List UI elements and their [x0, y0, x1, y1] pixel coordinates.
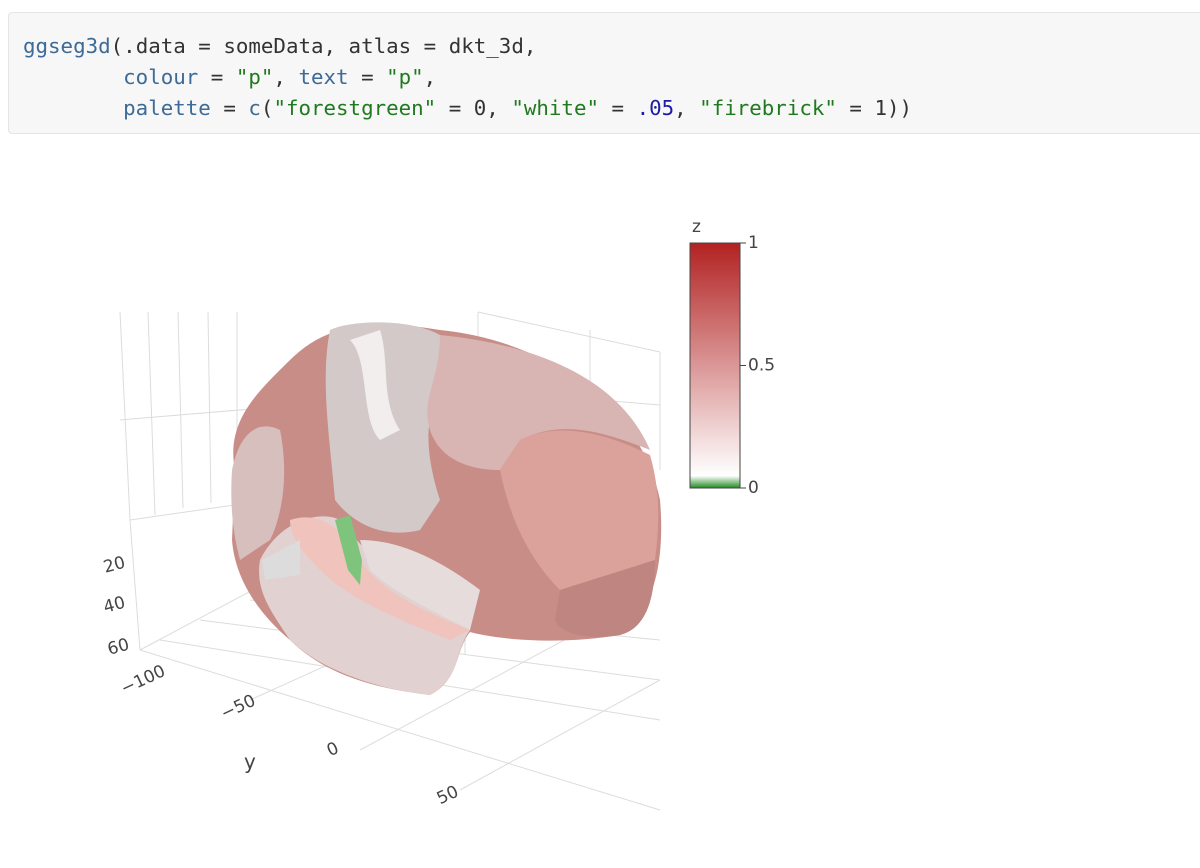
code-token: = 1)) — [836, 96, 913, 120]
code-token: c — [248, 96, 261, 120]
code-token: ggseg3d — [23, 34, 111, 58]
colorbar-tick-label: 0.5 — [748, 356, 775, 376]
code-token: = — [198, 65, 236, 89]
y-tick-label: −50 — [218, 691, 259, 724]
code-block: ggseg3d(.data = someData, atlas = dkt_3d… — [8, 12, 1200, 134]
code-line: palette = c("forestgreen" = 0, "white" =… — [123, 93, 1200, 124]
code-token: = — [348, 65, 387, 89]
z-tick-label: 20 — [101, 553, 127, 578]
brain-surface — [231, 322, 662, 695]
code-token: = — [599, 96, 637, 120]
code-token: ( — [260, 96, 274, 120]
code-line: ggseg3d(.data = someData, atlas = dkt_3d… — [23, 31, 1200, 62]
colorbar-tick-label: 0 — [748, 478, 759, 498]
y-tick-label: −100 — [118, 661, 169, 699]
z-tick-label: 40 — [101, 593, 127, 618]
code-token: colour — [123, 65, 199, 89]
code-token: , — [273, 65, 299, 89]
colorbar-title: z — [692, 217, 701, 237]
colorbar-tick-label: 1 — [748, 233, 759, 253]
y-tick-label: 0 — [324, 738, 342, 761]
code-token: text — [298, 65, 349, 89]
code-token: = — [210, 96, 249, 120]
code-token: palette — [123, 96, 211, 120]
code-token: = 0, — [436, 96, 512, 120]
code-token: "p" — [235, 65, 274, 89]
code-token: .05 — [636, 96, 675, 120]
colorbar — [689, 242, 741, 489]
y-tick-label: 50 — [434, 782, 462, 809]
y-axis-title: y — [244, 750, 256, 774]
code-token: "firebrick" — [699, 96, 837, 120]
z-tick-label: 60 — [105, 635, 131, 660]
code-token: , — [423, 65, 437, 89]
code-token: (.data = someData, atlas = dkt_3d, — [110, 34, 537, 58]
code-token: "p" — [386, 65, 424, 89]
code-token: "white" — [511, 96, 599, 120]
code-line: colour = "p", text = "p", — [123, 62, 1200, 93]
code-token: , — [674, 96, 700, 120]
code-token: "forestgreen" — [273, 96, 437, 120]
